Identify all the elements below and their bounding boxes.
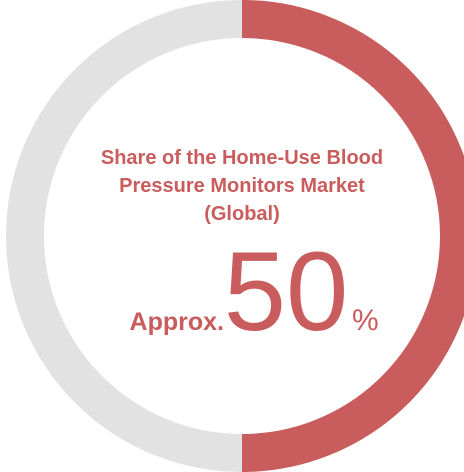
value-unit: % [352,304,379,337]
chart-title: Share of the Home-Use Blood Pressure Mon… [100,147,384,225]
value-prefix: Approx. [130,308,224,336]
value-label: 50 [224,229,349,354]
donut-segment [241,0,464,472]
